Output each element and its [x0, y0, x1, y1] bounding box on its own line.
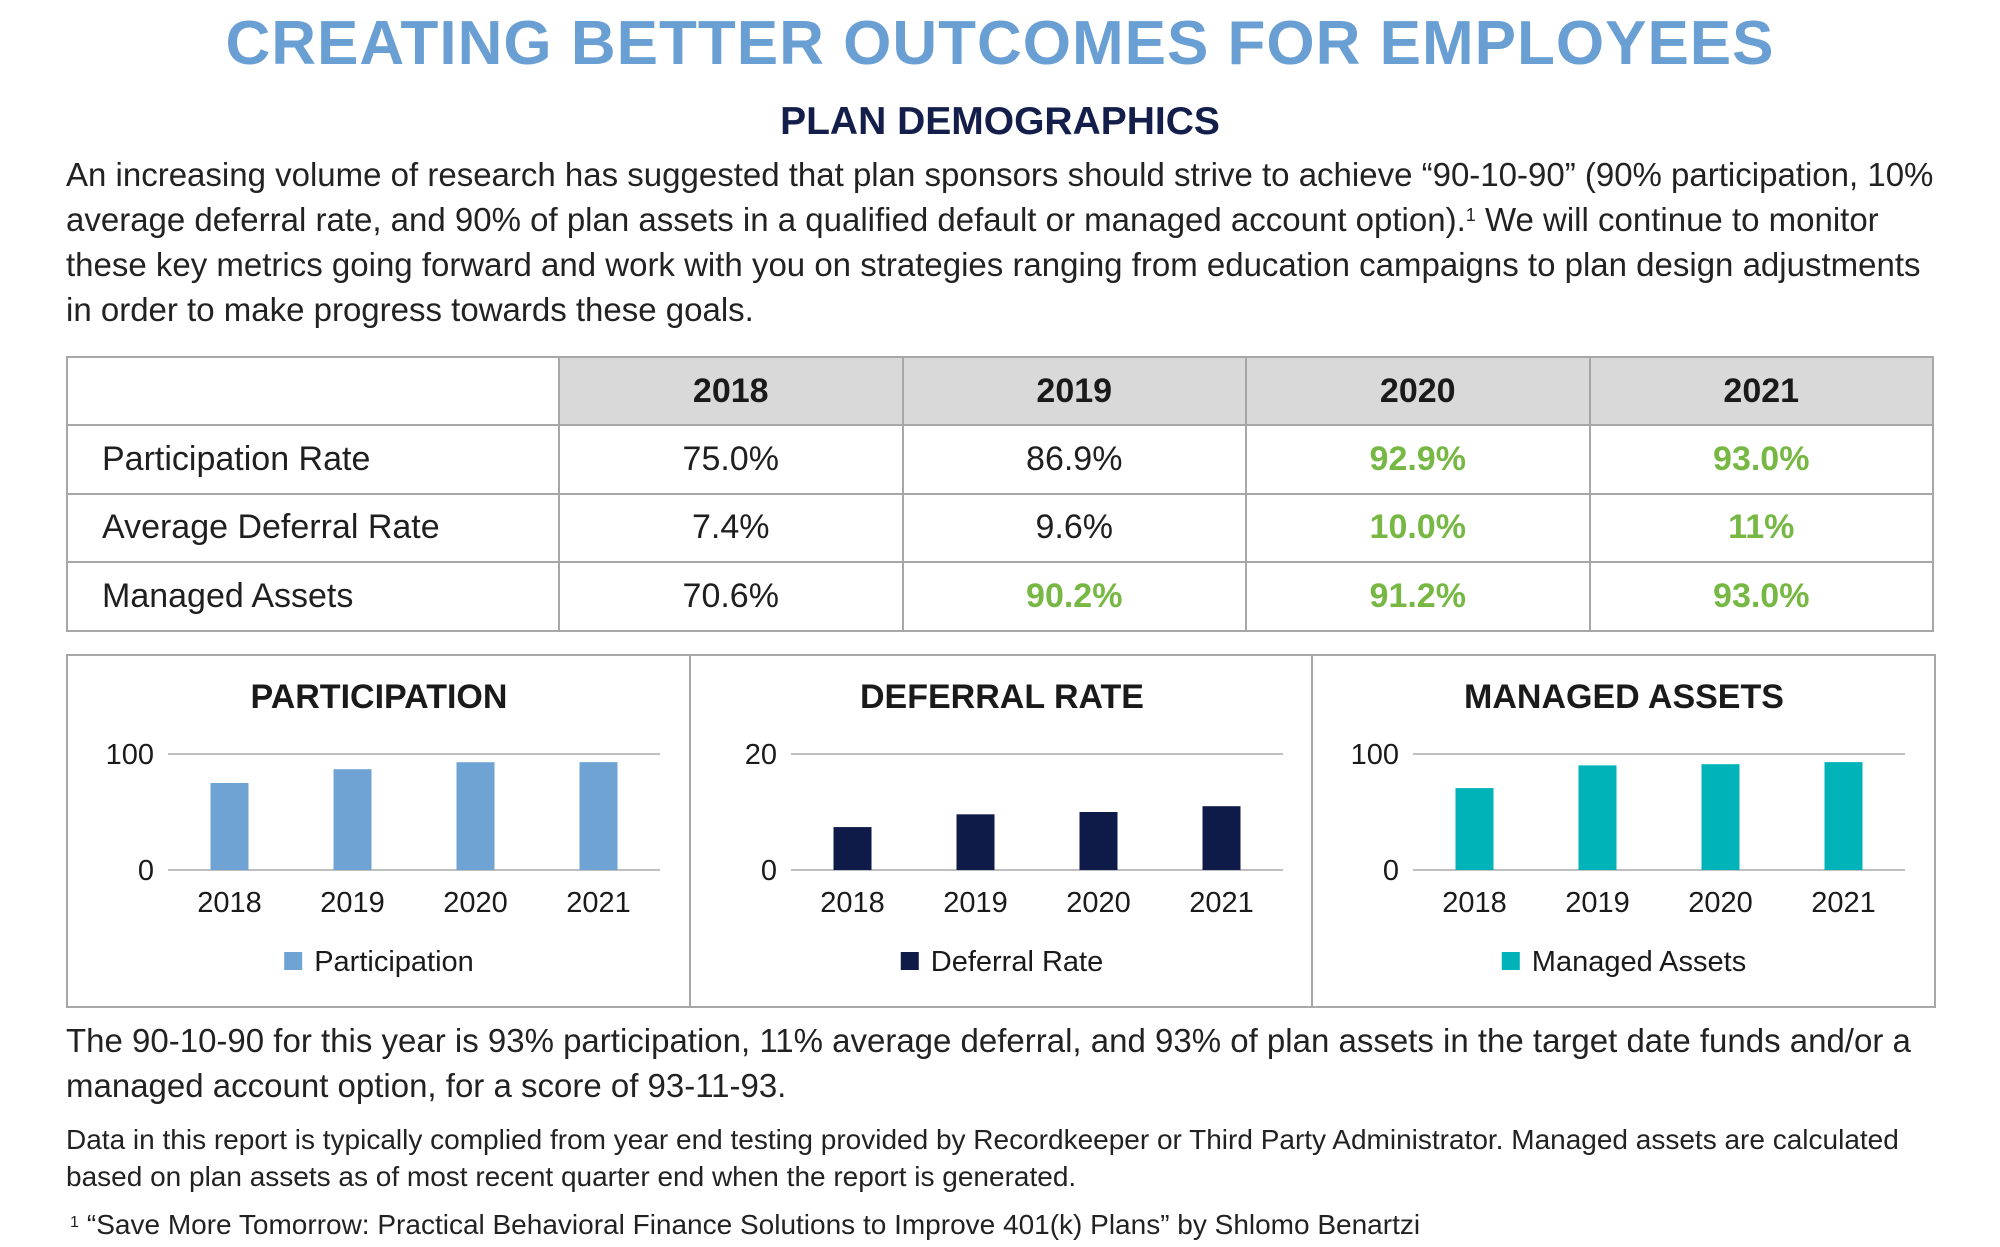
x-tick-label: 2018 [1443, 887, 1508, 919]
bar [333, 769, 372, 870]
table-header-cell: 2018 [558, 356, 904, 426]
bar [956, 814, 995, 870]
table-row: Managed Assets 70.6% 90.2% 91.2% 93.0% [66, 561, 1934, 632]
charts-container: PARTICIPATION 100 0 2018 2019 2020 2021 Partici… [66, 654, 1936, 1008]
demographics-table: 2018 2019 2020 2021 Participation Rate 75… [66, 356, 1934, 632]
bar [1079, 812, 1118, 870]
table-cell: 86.9% [901, 424, 1247, 495]
intro-text: An increasing volume of research has sug… [66, 156, 1934, 238]
managed-assets-chart-panel: MANAGED ASSETS 100 0 2018 2019 2020 2021 Manage… [1311, 656, 1934, 1006]
footnote: 1 “Save More Tomorrow: Practical Behavior… [70, 1208, 1950, 1242]
footnote-reference: 1 [1465, 205, 1476, 225]
x-tick-label: 2019 [1566, 887, 1631, 919]
chart-title: PARTICIPATION [251, 678, 508, 716]
intro-text-continued: We will continue to monitor these key me… [66, 201, 1921, 328]
table-cell: 75.0% [558, 424, 904, 495]
footnote-marker: 1 [70, 1214, 79, 1231]
x-tick-label: 2018 [197, 887, 262, 919]
y-tick-label: 20 [744, 739, 776, 771]
row-label: Average Deferral Rate [66, 492, 560, 564]
table-header-cell: 2020 [1245, 356, 1591, 426]
x-tick-label: 2021 [566, 887, 631, 919]
summary-paragraph: The 90-10-90 for this year is 93% partic… [66, 1022, 1911, 1104]
table-row: Participation Rate 75.0% 86.9% 92.9% 93.0% [66, 424, 1934, 495]
bar [210, 783, 249, 870]
bar [456, 762, 495, 870]
table-cell: 92.9% [1245, 424, 1591, 495]
footnote-text: “Save More Tomorrow: Practical Behaviora… [86, 1209, 1421, 1240]
table-cell: 10.0% [1245, 492, 1591, 564]
legend: Managed Assets [1502, 946, 1747, 978]
bar [1578, 765, 1617, 870]
bar [579, 762, 618, 870]
bar [1202, 806, 1241, 870]
legend: Participation [284, 946, 474, 978]
y-tick-label: 0 [1383, 855, 1399, 887]
managed-assets-chart: MANAGED ASSETS 100 0 2018 2019 2020 2021 Manage… [1351, 678, 1906, 978]
chart-title: MANAGED ASSETS [1464, 678, 1784, 716]
table-cell: 93.0% [1588, 424, 1934, 495]
table-cell: 11% [1588, 492, 1934, 564]
table-cell: 91.2% [1245, 561, 1591, 632]
table-cell: 9.6% [901, 492, 1247, 564]
legend-label: Deferral Rate [930, 946, 1102, 978]
chart-title: DEFERRAL RATE [860, 678, 1144, 716]
table-header-row: 2018 2019 2020 2021 [66, 356, 1934, 426]
legend: Deferral Rate [900, 946, 1103, 978]
deferral-rate-chart: DEFERRAL RATE 20 0 2018 2019 2020 2021 Deferral… [744, 678, 1283, 978]
x-tick-label: 2021 [1189, 887, 1254, 919]
participation-chart-panel: PARTICIPATION 100 0 2018 2019 2020 2021 Partici… [68, 656, 689, 1006]
legend-swatch [1502, 952, 1521, 970]
intro-paragraph: An increasing volume of research has sug… [66, 152, 1946, 332]
x-tick-label: 2018 [820, 887, 885, 919]
table-header-cell: 2019 [901, 356, 1247, 426]
deferral-rate-chart-panel: DEFERRAL RATE 20 0 2018 2019 2020 2021 Deferral… [688, 656, 1312, 1006]
x-tick-label: 2019 [943, 887, 1008, 919]
x-tick-label: 2020 [443, 887, 508, 919]
x-tick-label: 2020 [1689, 887, 1754, 919]
page-title: CREATING BETTER OUTCOMES FOR EMPLOYEES [225, 9, 1775, 78]
row-label: Participation Rate [66, 424, 560, 495]
participation-chart: PARTICIPATION 100 0 2018 2019 2020 2021 Partici… [106, 678, 660, 978]
x-tick-label: 2020 [1066, 887, 1131, 919]
bar [833, 827, 872, 870]
section-title: PLAN DEMOGRAPHICS [780, 100, 1220, 143]
bar [1824, 762, 1863, 870]
legend-swatch [900, 952, 919, 970]
bar [1701, 764, 1740, 870]
table-cell: 70.6% [558, 561, 904, 632]
x-tick-label: 2021 [1812, 887, 1877, 919]
legend-label: Managed Assets [1532, 946, 1746, 978]
table-cell: 93.0% [1588, 561, 1934, 632]
row-label: Managed Assets [66, 561, 560, 632]
y-tick-label: 100 [1351, 739, 1399, 771]
x-tick-label: 2019 [320, 887, 385, 919]
y-tick-label: 0 [761, 855, 777, 887]
legend-swatch [284, 952, 303, 970]
table-cell: 7.4% [558, 492, 904, 564]
legend-label: Participation [314, 946, 474, 978]
y-tick-label: 100 [106, 739, 154, 771]
bar [1455, 788, 1494, 870]
table-cell: 90.2% [901, 561, 1247, 632]
data-note: Data in this report is typically complie… [66, 1124, 1899, 1192]
table-row: Average Deferral Rate 7.4% 9.6% 10.0% 11% [66, 492, 1934, 564]
y-tick-label: 0 [138, 855, 154, 887]
table-header-blank [66, 356, 560, 426]
table-header-cell: 2021 [1588, 356, 1934, 426]
